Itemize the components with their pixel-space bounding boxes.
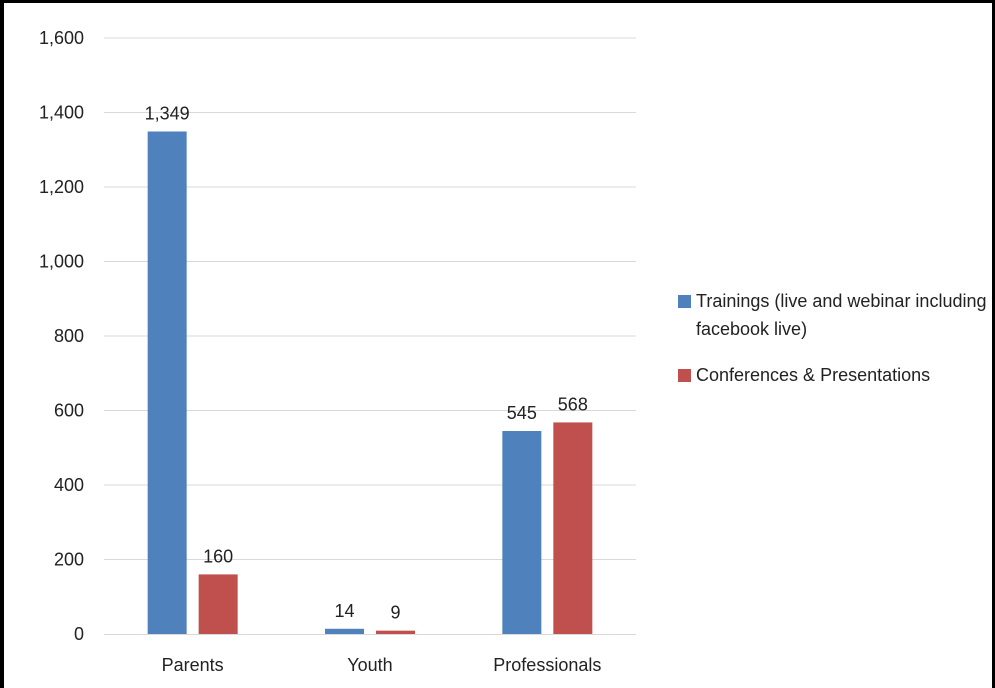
- bar-parents-series-1: [147, 131, 187, 634]
- x-tick-label: Parents: [162, 655, 224, 675]
- y-tick-label: 1,600: [39, 28, 84, 48]
- x-axis-ticks: Parents Youth Professionals: [162, 655, 602, 675]
- y-tick-label: 400: [54, 475, 84, 495]
- y-tick-label: 1,000: [39, 252, 84, 272]
- x-tick-label: Professionals: [493, 655, 601, 675]
- legend: Trainings (live and webinar including fa…: [678, 287, 988, 407]
- legend-item-trainings: Trainings (live and webinar including fa…: [678, 287, 988, 343]
- legend-label-trainings: Trainings (live and webinar including fa…: [696, 291, 987, 339]
- legend-swatch-trainings: [678, 295, 691, 308]
- bar-professionals-series-2: [553, 422, 593, 634]
- bar-parents-series-2: [198, 574, 238, 634]
- bar-youth-series-2: [376, 630, 415, 634]
- data-label: 1,349: [145, 103, 190, 123]
- data-labels: 1,349 160 14 9 545 568: [145, 103, 588, 622]
- y-tick-label: 1,400: [39, 103, 84, 123]
- data-label: 14: [334, 601, 354, 621]
- data-label: 9: [390, 603, 400, 623]
- y-axis-ticks: 0 200 400 600 800 1,000 1,200 1,400 1,600: [39, 28, 84, 644]
- legend-swatch-conferences: [678, 369, 691, 382]
- data-label: 545: [507, 403, 537, 423]
- bar-professionals-series-1: [502, 430, 542, 634]
- y-tick-label: 1,200: [39, 177, 84, 197]
- data-label: 568: [558, 394, 588, 414]
- x-tick-label: Youth: [347, 655, 392, 675]
- legend-label-conferences: Conferences & Presentations: [696, 365, 931, 385]
- y-tick-label: 600: [54, 401, 84, 421]
- bars: [147, 131, 593, 634]
- legend-item-conferences: Conferences & Presentations: [678, 361, 988, 389]
- bar-youth-series-1: [325, 628, 364, 634]
- gridlines: [104, 37, 636, 560]
- y-tick-label: 0: [74, 624, 84, 644]
- y-tick-label: 800: [54, 326, 84, 346]
- y-tick-label: 200: [54, 550, 84, 570]
- data-label: 160: [203, 546, 233, 566]
